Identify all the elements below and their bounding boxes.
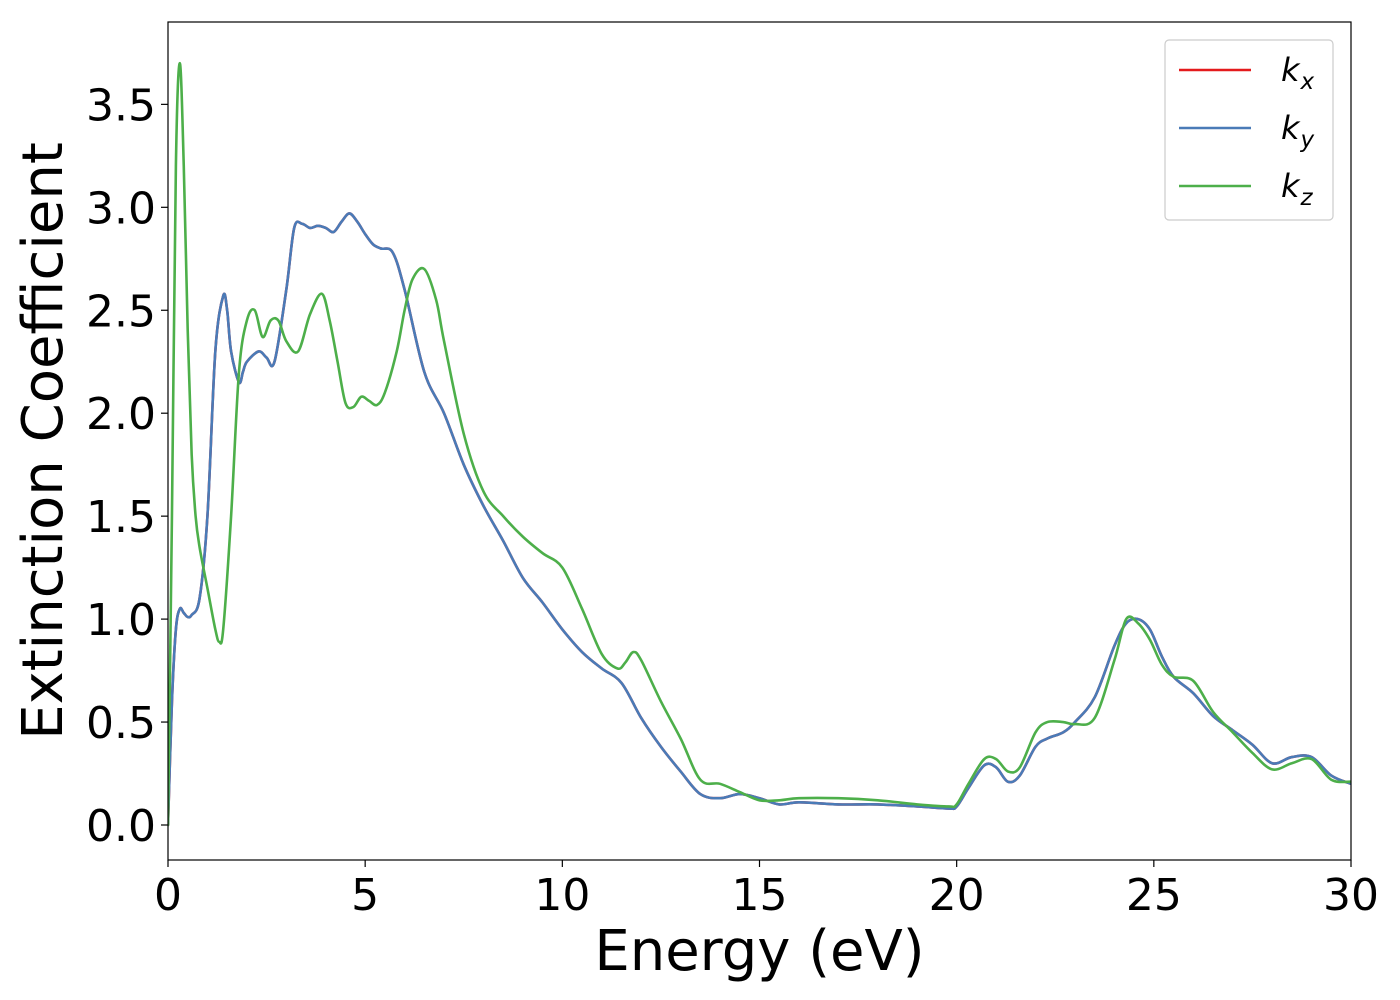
y-axis-label: Extinction Coefficient [11, 142, 76, 740]
legend-label-main: k [1281, 51, 1301, 89]
y-tick-label: 2.0 [86, 389, 156, 440]
y-tick-label: 1.0 [86, 595, 156, 646]
x-tick-label: 30 [1323, 870, 1379, 921]
y-tick-label: 3.0 [86, 183, 156, 234]
x-tick-label: 5 [351, 870, 379, 921]
x-tick-label: 0 [154, 870, 182, 921]
y-tick-label: 1.5 [86, 492, 156, 543]
series-line-z [168, 61, 1351, 827]
legend-label-subscript: y [1300, 127, 1315, 153]
y-tick-label: 0.5 [86, 698, 156, 749]
legend-label-subscript: x [1300, 69, 1315, 95]
legend-label-x: kx [1281, 51, 1315, 95]
x-tick-label: 20 [929, 870, 985, 921]
y-axis-ticks: 0.0 0.5 1.0 1.5 2.0 2.5 3.0 3.5 [86, 80, 168, 852]
y-tick-label: 2.5 [86, 286, 156, 337]
x-axis-ticks: 0 5 10 15 20 25 30 [154, 860, 1379, 921]
y-tick-label: 0.0 [86, 801, 156, 852]
x-tick-label: 25 [1126, 870, 1182, 921]
legend-label-main: k [1281, 167, 1301, 205]
series-layer [168, 61, 1351, 827]
legend-label-y: ky [1281, 109, 1315, 153]
x-tick-label: 15 [732, 870, 788, 921]
x-axis-label: Energy (eV) [594, 919, 924, 984]
x-tick-label: 10 [534, 870, 590, 921]
legend-label-z: kz [1281, 167, 1314, 211]
y-tick-label: 3.5 [86, 80, 156, 131]
legend-label-subscript: z [1300, 185, 1314, 211]
legend-box [1164, 39, 1334, 221]
legend-label-main: k [1281, 109, 1301, 147]
